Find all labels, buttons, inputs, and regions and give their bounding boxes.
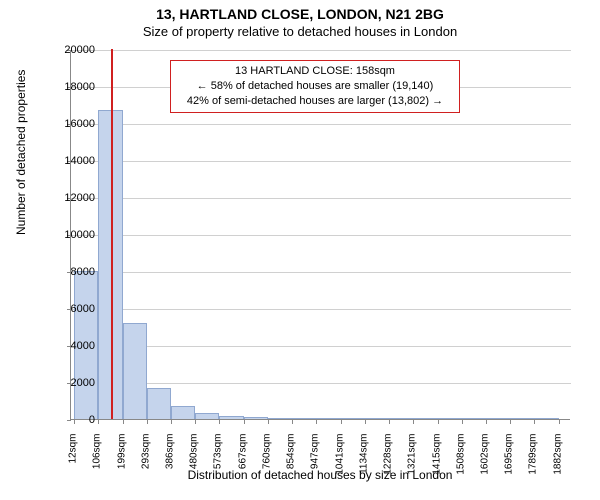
xtick-label: 1508sqm [455, 434, 466, 478]
histogram-bar [534, 418, 558, 419]
xtick-mark [244, 420, 245, 424]
ytick-label: 2000 [71, 377, 95, 389]
ytick-mark [67, 420, 71, 421]
histogram-bar [438, 418, 462, 419]
histogram-bar [316, 418, 340, 419]
annotation-line-2: ← 58% of detached houses are smaller (19… [181, 79, 449, 94]
gridline [71, 235, 571, 236]
xtick-label: 386sqm [165, 434, 176, 478]
xtick-label: 480sqm [189, 434, 200, 478]
gridline [71, 198, 571, 199]
y-axis-label: Number of detached properties [14, 70, 28, 235]
xtick-mark [438, 420, 439, 424]
ytick-label: 8000 [71, 266, 95, 278]
histogram-bar [268, 418, 292, 419]
xtick-label: 199sqm [116, 434, 127, 478]
xtick-label: 1695sqm [504, 434, 515, 478]
xtick-mark [195, 420, 196, 424]
xtick-label: 12sqm [68, 434, 79, 478]
xtick-mark [389, 420, 390, 424]
xtick-label: 106sqm [92, 434, 103, 478]
xtick-mark [74, 420, 75, 424]
histogram-bar [413, 418, 437, 419]
xtick-mark [559, 420, 560, 424]
histogram-bar [147, 388, 171, 419]
xtick-label: 573sqm [213, 434, 224, 478]
histogram-bar [195, 413, 219, 419]
gridline [71, 272, 571, 273]
xtick-mark [292, 420, 293, 424]
histogram-bar [365, 418, 389, 419]
xtick-mark [510, 420, 511, 424]
xtick-label: 293sqm [140, 434, 151, 478]
histogram-bar [510, 418, 534, 419]
chart-title-description: Size of property relative to detached ho… [0, 22, 600, 39]
xtick-mark [268, 420, 269, 424]
xtick-mark [147, 420, 148, 424]
xtick-label: 1134sqm [358, 434, 369, 478]
xtick-mark [219, 420, 220, 424]
annotation-line-3: 42% of semi-detached houses are larger (… [181, 94, 449, 109]
xtick-mark [486, 420, 487, 424]
xtick-mark [171, 420, 172, 424]
xtick-label: 1882sqm [552, 434, 563, 478]
histogram-bar [219, 416, 243, 419]
ytick-label: 20000 [64, 44, 95, 56]
xtick-mark [462, 420, 463, 424]
xtick-label: 947sqm [310, 434, 321, 478]
histogram-bar [292, 418, 316, 419]
histogram-bar [171, 406, 195, 419]
property-marker-line [111, 49, 113, 419]
xtick-mark [534, 420, 535, 424]
gridline [71, 124, 571, 125]
xtick-mark [365, 420, 366, 424]
annotation-line-1: 13 HARTLAND CLOSE: 158sqm [181, 64, 449, 79]
ytick-label: 16000 [64, 118, 95, 130]
xtick-label: 1415sqm [431, 434, 442, 478]
xtick-label: 1789sqm [528, 434, 539, 478]
xtick-mark [341, 420, 342, 424]
ytick-label: 6000 [71, 303, 95, 315]
gridline [71, 309, 571, 310]
xtick-mark [98, 420, 99, 424]
histogram-bar [244, 417, 268, 419]
xtick-mark [316, 420, 317, 424]
ytick-label: 14000 [64, 155, 95, 167]
xtick-label: 1602sqm [480, 434, 491, 478]
xtick-label: 667sqm [237, 434, 248, 478]
xtick-label: 1321sqm [407, 434, 418, 478]
annotation-box: 13 HARTLAND CLOSE: 158sqm ← 58% of detac… [170, 60, 460, 113]
gridline [71, 161, 571, 162]
histogram-bar [486, 418, 510, 419]
gridline [71, 50, 571, 51]
xtick-mark [123, 420, 124, 424]
xtick-label: 1228sqm [383, 434, 394, 478]
histogram-bar [123, 323, 147, 419]
xtick-label: 854sqm [286, 434, 297, 478]
ytick-label: 4000 [71, 340, 95, 352]
chart-area: 13 HARTLAND CLOSE: 158sqm ← 58% of detac… [70, 50, 570, 420]
histogram-bar [341, 418, 365, 419]
histogram-bar [389, 418, 413, 419]
ytick-label: 10000 [64, 229, 95, 241]
histogram-bar [462, 418, 486, 419]
ytick-label: 18000 [64, 81, 95, 93]
chart-title-address: 13, HARTLAND CLOSE, LONDON, N21 2BG [0, 0, 600, 22]
xtick-mark [413, 420, 414, 424]
ytick-label: 0 [89, 414, 95, 426]
xtick-label: 760sqm [261, 434, 272, 478]
xtick-label: 1041sqm [334, 434, 345, 478]
ytick-label: 12000 [64, 192, 95, 204]
